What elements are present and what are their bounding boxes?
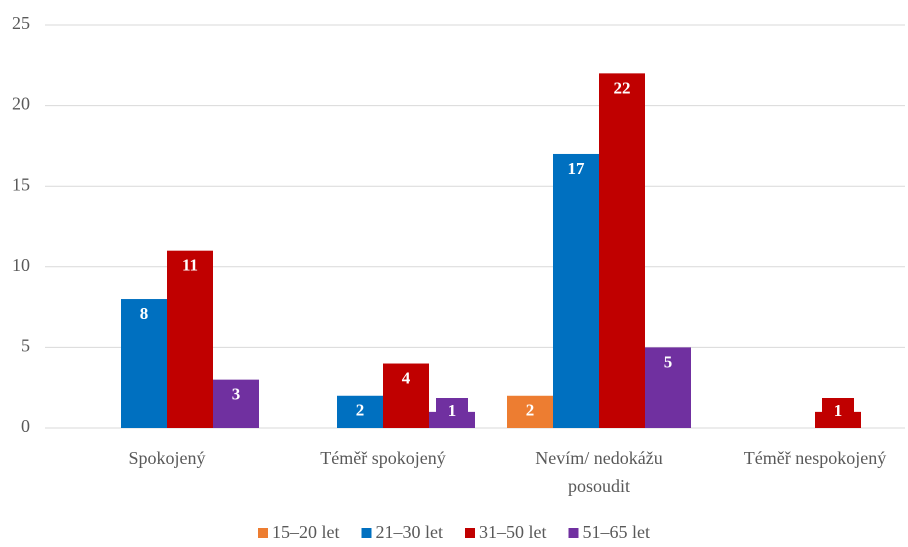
value-label: 1: [448, 401, 457, 420]
value-label: 2: [356, 401, 365, 420]
x-tick-label: Nevím/ nedokážu posoudit: [535, 448, 662, 496]
x-tick-label: Téměř nespokojený: [744, 448, 886, 468]
y-tick-label: 15: [12, 174, 30, 194]
value-label: 8: [140, 304, 149, 323]
value-label-bg: [128, 301, 160, 328]
value-label: 3: [232, 385, 241, 404]
value-label: 4: [402, 368, 411, 387]
legend-swatch: [465, 528, 475, 538]
value-label-bg: [606, 75, 638, 102]
value-label: 2: [526, 401, 535, 420]
value-label-bg: [652, 349, 684, 376]
x-tick-label: Spokojený: [128, 448, 205, 468]
x-tick-label-line: Nevím/ nedokážu: [535, 448, 662, 468]
y-tick-label: 5: [21, 336, 30, 356]
value-label-bg: [390, 365, 422, 392]
legend-swatch: [258, 528, 268, 538]
legend-label: 15–20 let: [272, 522, 340, 542]
legend-item: 31–50 let: [465, 522, 547, 542]
legend-swatch: [568, 528, 579, 538]
value-label: 1: [834, 401, 843, 420]
bar: [599, 73, 645, 429]
value-label-bg: [436, 398, 468, 424]
value-label: 5: [664, 352, 673, 371]
value-label-bg: [560, 155, 592, 182]
legend-item: 15–20 let: [258, 522, 340, 542]
bar: [553, 153, 599, 428]
y-tick-label: 20: [12, 94, 30, 114]
y-tick-label: 25: [12, 13, 30, 33]
legend-label: 21–30 let: [376, 522, 444, 542]
value-label: 11: [182, 256, 198, 275]
bar: [167, 250, 213, 428]
legend-label: 51–65 let: [583, 522, 651, 542]
value-label-bg: [174, 252, 206, 279]
x-tick-label-line: posoudit: [568, 476, 630, 496]
value-label: 22: [614, 78, 631, 97]
y-tick-label: 0: [21, 416, 30, 436]
x-tick-label: Téměř spokojený: [320, 448, 445, 468]
value-label: 17: [568, 159, 586, 178]
value-label-bg: [514, 397, 546, 424]
value-label-bg: [220, 381, 252, 408]
legend-swatch: [361, 528, 372, 538]
y-tick-label: 10: [12, 255, 30, 275]
value-label-bg: [344, 397, 376, 424]
legend-item: 21–30 let: [361, 522, 444, 542]
legend-item: 51–65 let: [568, 522, 651, 542]
value-label-bg: [822, 398, 854, 424]
legend-label: 31–50 let: [479, 522, 547, 542]
